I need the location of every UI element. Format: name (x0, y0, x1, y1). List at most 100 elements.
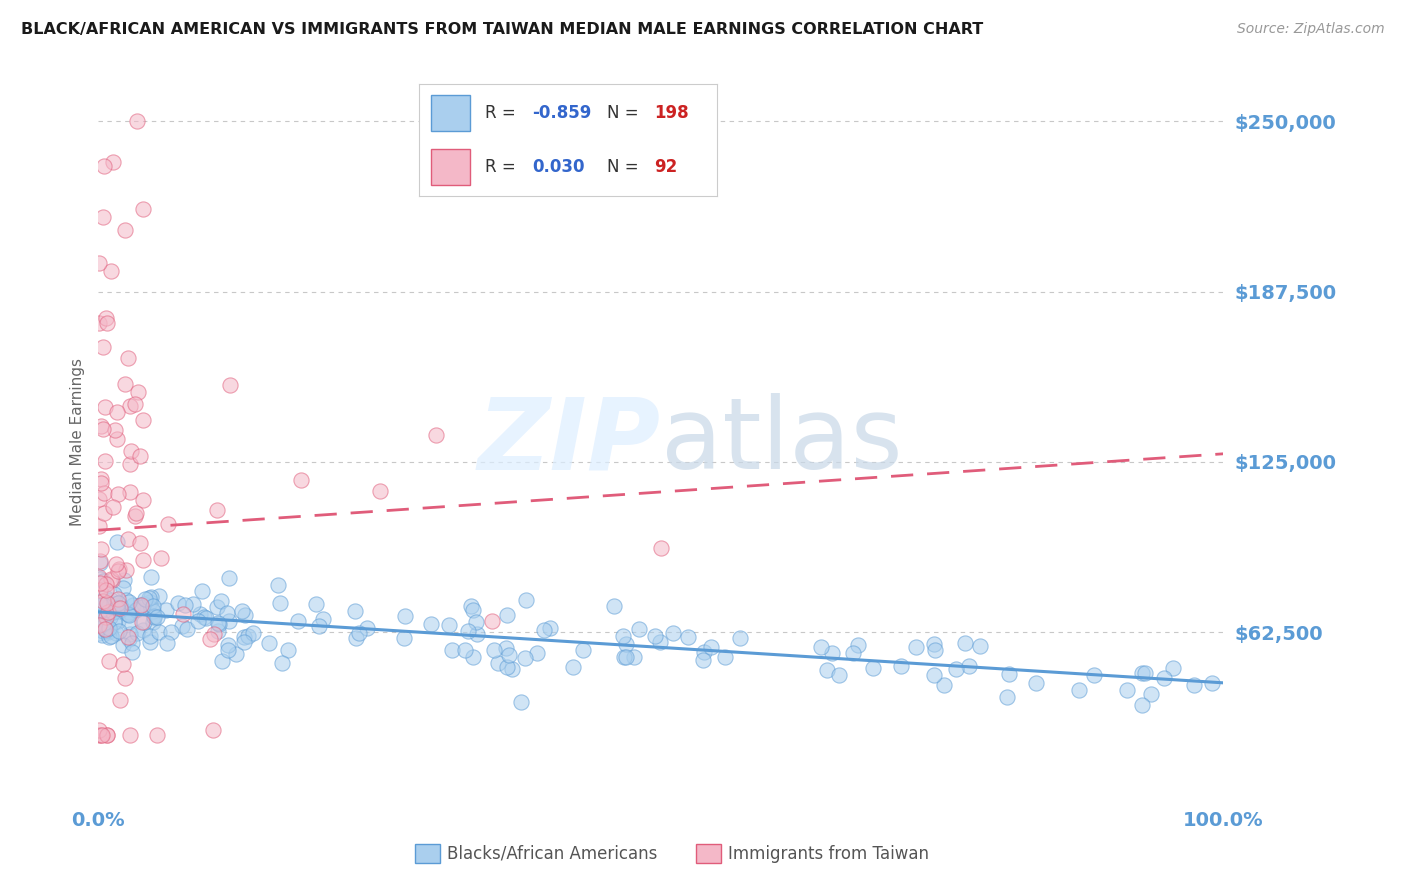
Point (616, 637, 638, 651)
Point (93, 602, 115, 616)
Y-axis label: Median Male Earnings: Median Male Earnings (69, 358, 84, 525)
Point (115, 563, 138, 577)
Point (496, 607, 519, 622)
Point (89, 604, 111, 618)
Point (107, 624, 129, 638)
Text: Blacks/African Americans: Blacks/African Americans (447, 845, 658, 863)
Point (93, 486, 115, 500)
Point (118, 615, 141, 629)
Point (167, 596, 190, 610)
Point (87, 256, 110, 270)
Point (87, 723, 110, 737)
Point (932, 678, 955, 692)
Point (305, 597, 328, 611)
Point (101, 500, 124, 514)
Point (368, 484, 391, 499)
Point (465, 627, 488, 641)
Point (94, 590, 117, 604)
Point (159, 624, 181, 639)
Point (846, 638, 869, 652)
Point (344, 631, 367, 645)
Point (193, 610, 215, 624)
Point (98, 610, 121, 624)
Point (924, 642, 946, 657)
Point (125, 602, 148, 616)
Point (425, 428, 447, 442)
Point (420, 616, 443, 631)
Point (515, 650, 537, 665)
Point (465, 615, 488, 629)
Point (93, 400, 115, 414)
Point (650, 635, 672, 649)
Point (496, 660, 519, 674)
Point (312, 612, 335, 626)
Point (132, 493, 155, 508)
Point (842, 646, 865, 660)
Point (138, 634, 160, 648)
Point (461, 649, 484, 664)
Point (105, 558, 128, 572)
Point (96, 728, 118, 742)
Point (215, 606, 238, 620)
Point (347, 626, 370, 640)
Point (114, 671, 136, 685)
Point (115, 593, 138, 607)
Point (139, 570, 162, 584)
Point (98, 623, 121, 637)
Point (1069, 682, 1091, 697)
Point (117, 607, 139, 621)
Point (96, 728, 118, 742)
Point (89, 728, 111, 742)
Point (114, 223, 136, 237)
Point (218, 639, 240, 653)
Point (93, 598, 115, 612)
Point (127, 385, 149, 400)
Point (103, 615, 125, 629)
Point (277, 642, 299, 657)
Point (129, 450, 152, 464)
Point (131, 599, 153, 614)
Point (90, 728, 112, 742)
Point (195, 610, 218, 624)
Point (100, 592, 122, 607)
Point (117, 630, 139, 644)
Point (437, 617, 460, 632)
Point (91, 210, 114, 224)
Point (890, 658, 912, 673)
Point (533, 623, 555, 637)
Point (211, 654, 233, 668)
Point (105, 601, 128, 615)
Point (562, 659, 585, 673)
Point (142, 615, 165, 630)
Point (121, 636, 143, 650)
Point (97, 630, 120, 644)
Point (89, 316, 111, 330)
Point (91, 422, 114, 436)
Point (155, 603, 177, 617)
Point (112, 638, 135, 652)
Point (96, 624, 118, 638)
Point (571, 643, 593, 657)
Point (207, 616, 229, 631)
Point (103, 155, 125, 169)
Point (108, 562, 131, 576)
Point (108, 693, 131, 707)
Point (623, 649, 645, 664)
Point (87, 491, 110, 506)
Point (693, 645, 716, 659)
Point (945, 662, 967, 676)
Point (218, 615, 240, 629)
Point (101, 573, 124, 587)
Point (495, 640, 517, 655)
Point (208, 617, 231, 632)
Point (89, 572, 111, 586)
Point (650, 541, 672, 556)
Point (94, 310, 117, 325)
Point (132, 615, 155, 629)
Point (828, 668, 851, 682)
Point (117, 351, 139, 365)
Point (132, 553, 155, 567)
Point (107, 614, 129, 628)
Point (603, 599, 626, 613)
Point (1130, 666, 1153, 681)
